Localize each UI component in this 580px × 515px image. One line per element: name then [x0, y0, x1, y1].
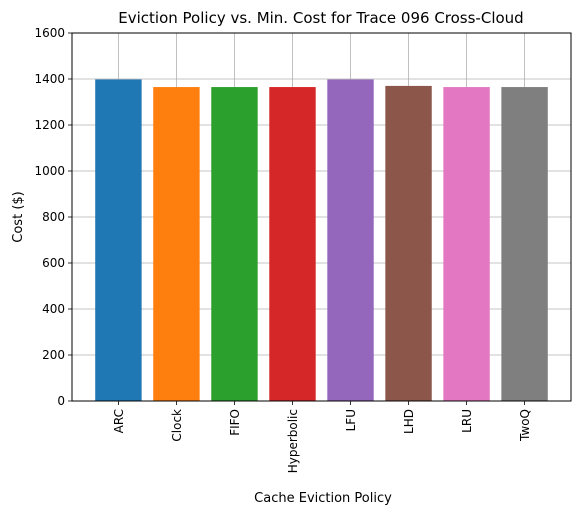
x-tick-label-lfu: LFU: [344, 409, 358, 431]
bar-fifo: [211, 87, 258, 402]
bar-clock: [153, 87, 200, 402]
y-tick-label: 400: [42, 302, 65, 316]
y-tick-label: 1200: [34, 118, 65, 132]
x-tick-label-hyperbolic: Hyperbolic: [286, 409, 300, 473]
y-tick-label: 0: [57, 394, 65, 408]
x-tick-label-twoq: TwoQ: [518, 409, 532, 442]
y-tick-label: 1600: [34, 26, 65, 40]
x-tick-label-fifo: FIFO: [228, 409, 242, 436]
bar-lfu: [327, 79, 374, 402]
y-tick-label: 800: [42, 210, 65, 224]
y-tick-label: 1400: [34, 72, 65, 86]
bar-arc: [95, 79, 142, 402]
y-axis-ticks: 0 200 400 600 800 1000 1200 1400 1600: [34, 26, 72, 408]
bar-twoq: [501, 87, 548, 402]
x-axis-label: Cache Eviction Policy: [254, 491, 392, 506]
x-tick-label-arc: ARC: [112, 409, 126, 433]
x-tick-label-lru: LRU: [460, 409, 474, 433]
y-tick-label: 200: [42, 348, 65, 362]
y-axis-label: Cost ($): [11, 191, 26, 242]
bar-hyperbolic: [269, 87, 316, 402]
bar-lhd: [385, 85, 432, 402]
x-tick-label-clock: Clock: [170, 409, 184, 442]
bars: [95, 79, 548, 402]
x-tick-label-lhd: LHD: [402, 409, 416, 434]
y-tick-label: 1000: [34, 164, 65, 178]
y-tick-label: 600: [42, 256, 65, 270]
chart-title: Eviction Policy vs. Min. Cost for Trace …: [118, 9, 523, 27]
x-axis-ticks: ARC Clock FIFO Hyperbolic LFU LHD LRU TwoQ: [112, 401, 532, 473]
bar-lru: [443, 87, 490, 402]
